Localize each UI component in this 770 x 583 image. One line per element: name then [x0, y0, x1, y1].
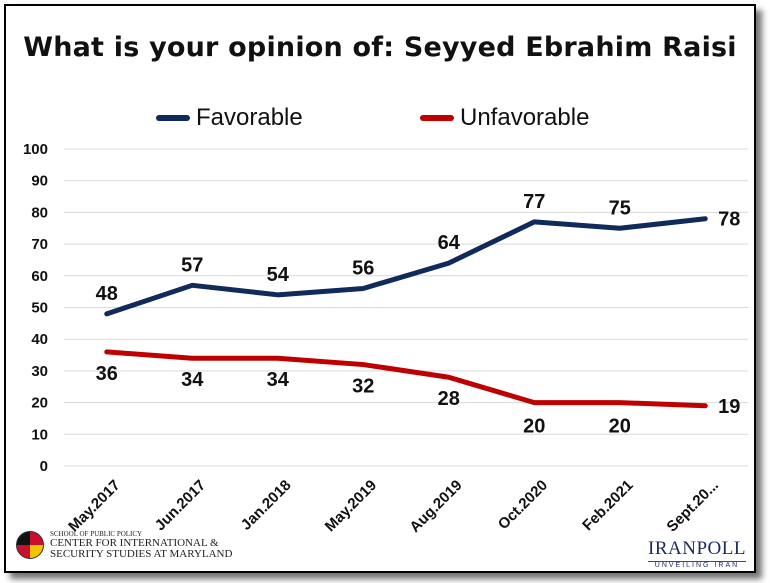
- x-tick-label: Feb.2021: [579, 477, 636, 534]
- y-tick-label: 20: [31, 395, 48, 412]
- legend-swatch-unfavorable: [420, 115, 454, 121]
- data-label-unfavorable: 36: [96, 363, 118, 385]
- maryland-seal-icon: [16, 531, 44, 559]
- series-line-favorable: [104, 216, 708, 317]
- x-axis: May.2017 Jun.2017 Jan.2018 May.2019 Aug.2019…: [65, 477, 722, 536]
- data-label-unfavorable: 20: [523, 416, 545, 438]
- y-tick-label: 50: [31, 300, 48, 317]
- slide-frame: [4, 4, 756, 573]
- legend-label-unfavorable: Unfavorable: [460, 104, 590, 131]
- data-label-favorable: 78: [718, 209, 740, 231]
- cissm-line1: SCHOOL OF PUBLIC POLICY: [50, 530, 143, 538]
- data-label-favorable: 57: [181, 254, 203, 276]
- cissm-logo-text: SCHOOL OF PUBLIC POLICY CENTER FOR INTER…: [50, 530, 232, 560]
- legend-item-favorable: Favorable: [156, 104, 303, 132]
- cissm-line3: SECURITY STUDIES AT MARYLAND: [50, 548, 233, 560]
- y-tick-label: 60: [31, 268, 48, 285]
- data-label-favorable: 48: [96, 283, 118, 305]
- data-label-favorable: 75: [609, 197, 631, 219]
- chart-legend: Favorable Unfavorable: [0, 104, 760, 140]
- legend-label-favorable: Favorable: [196, 104, 303, 131]
- legend-swatch-favorable: [156, 115, 190, 121]
- chart-title: What is your opinion of: Seyyed Ebrahim …: [23, 32, 737, 63]
- iranpoll-tagline: UNVEILING IRAN: [648, 561, 746, 569]
- cissm-logo: SCHOOL OF PUBLIC POLICY CENTER FOR INTER…: [16, 530, 232, 560]
- chart-data-labels: 48 57 54 56 64 77 75 78 36 34 34 32 28 20 20 19: [96, 191, 741, 438]
- data-label-unfavorable: 28: [438, 388, 460, 410]
- x-tick-label: Jun.2017: [152, 477, 209, 534]
- data-label-favorable: 56: [352, 257, 374, 279]
- data-label-unfavorable: 19: [718, 396, 740, 418]
- y-tick-label: 70: [31, 236, 48, 253]
- y-tick-label: 80: [31, 204, 48, 221]
- x-tick-label: Sept.20...: [663, 477, 722, 536]
- chart-gridlines: [64, 148, 748, 467]
- y-tick-label: 90: [31, 173, 48, 190]
- y-axis: 0 10 20 30 40 50 60 70 80 90 100: [23, 141, 48, 475]
- x-tick-label: May.2019: [322, 477, 380, 535]
- data-label-unfavorable: 20: [609, 416, 631, 438]
- y-tick-label: 10: [31, 426, 48, 443]
- x-tick-label: Jan.2018: [238, 477, 295, 534]
- data-label-unfavorable: 34: [181, 369, 204, 391]
- y-tick-label: 0: [40, 458, 48, 475]
- chart-series: [104, 216, 708, 409]
- data-label-unfavorable: 32: [352, 376, 374, 398]
- y-tick-label: 40: [31, 331, 48, 348]
- data-label-favorable: 64: [438, 232, 461, 254]
- iranpoll-logo: IRANPOLL UNVEILING IRAN: [648, 538, 746, 569]
- legend-item-unfavorable: Unfavorable: [420, 104, 589, 132]
- iranpoll-name: IRANPOLL: [648, 538, 746, 559]
- y-tick-label: 30: [31, 363, 48, 380]
- data-label-favorable: 54: [267, 264, 290, 286]
- data-label-favorable: 77: [523, 191, 545, 213]
- x-tick-label: Aug.2019: [406, 477, 465, 536]
- data-label-unfavorable: 34: [267, 369, 290, 391]
- y-tick-label: 100: [23, 141, 48, 158]
- cissm-line2: CENTER FOR INTERNATIONAL &: [50, 537, 219, 549]
- x-tick-label: Oct.2020: [495, 477, 551, 533]
- x-tick-label: May.2017: [65, 477, 123, 535]
- series-line-unfavorable: [104, 349, 708, 409]
